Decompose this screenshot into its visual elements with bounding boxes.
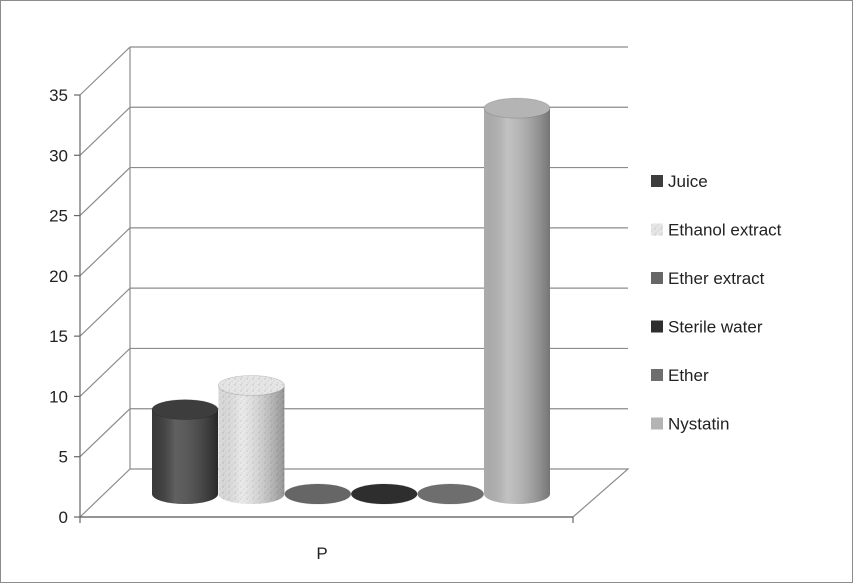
gridline-side bbox=[79, 106, 131, 156]
legend-label: Nystatin bbox=[668, 415, 729, 434]
y-tick-label: 20 bbox=[49, 267, 68, 286]
bar-top bbox=[350, 483, 418, 505]
legend-item: Ethanol extract bbox=[651, 221, 782, 240]
bar-top bbox=[217, 375, 285, 396]
bars bbox=[151, 97, 551, 505]
legend-swatch bbox=[651, 223, 663, 236]
legend-item: Sterile water bbox=[651, 318, 763, 337]
legend-swatch bbox=[651, 369, 663, 381]
legend-swatch bbox=[651, 272, 663, 284]
y-tick-label: 35 bbox=[49, 86, 68, 105]
bar-top bbox=[417, 483, 485, 505]
legend-label: Ether extract bbox=[668, 269, 765, 288]
y-tick-label: 15 bbox=[49, 327, 68, 346]
y-tick-label: 30 bbox=[49, 146, 68, 165]
bar-sterile-water bbox=[350, 483, 418, 505]
y-tick-labels: 0 5 10 15 20 25 30 35 bbox=[49, 86, 68, 527]
legend-item: Juice bbox=[651, 172, 708, 191]
legend-swatch bbox=[651, 417, 663, 430]
legend-label: Juice bbox=[668, 172, 708, 191]
y-tick-label: 25 bbox=[49, 207, 68, 226]
bar-ether-extract bbox=[284, 483, 352, 505]
gridline-side bbox=[79, 408, 131, 458]
y-tick-label: 5 bbox=[59, 448, 68, 467]
gridline-side bbox=[79, 347, 131, 397]
gridline-side bbox=[79, 46, 131, 96]
bar-juice bbox=[151, 399, 219, 504]
bar-top bbox=[284, 483, 352, 505]
legend-swatch bbox=[651, 175, 663, 187]
legend-label: Ether bbox=[668, 366, 709, 385]
legend-label: Ethanol extract bbox=[668, 221, 782, 240]
bar-ether bbox=[417, 483, 485, 505]
bar-nystatin bbox=[483, 97, 551, 505]
y-tick-label: 0 bbox=[59, 508, 68, 527]
legend: Juice Ethanol extract Ether extract Sterile… bbox=[651, 172, 782, 434]
bar-shade bbox=[484, 108, 550, 505]
x-category-label: P bbox=[316, 544, 327, 563]
bar-shade bbox=[218, 385, 285, 504]
gridline-side bbox=[79, 227, 131, 277]
legend-label: Sterile water bbox=[668, 318, 763, 337]
gridline-side bbox=[79, 167, 131, 217]
axes bbox=[74, 47, 630, 523]
legend-item: Ether extract bbox=[651, 269, 765, 288]
bar-top bbox=[483, 97, 551, 119]
gridline-side bbox=[79, 287, 131, 337]
bar-ethanol-extract bbox=[217, 375, 285, 504]
x-category-labels: P bbox=[316, 544, 327, 563]
y-tick-label: 10 bbox=[49, 387, 68, 406]
legend-swatch bbox=[651, 320, 663, 333]
bar-top bbox=[151, 399, 219, 421]
legend-item: Nystatin bbox=[651, 415, 729, 434]
bar-shade bbox=[152, 409, 218, 504]
legend-item: Ether bbox=[651, 366, 709, 385]
